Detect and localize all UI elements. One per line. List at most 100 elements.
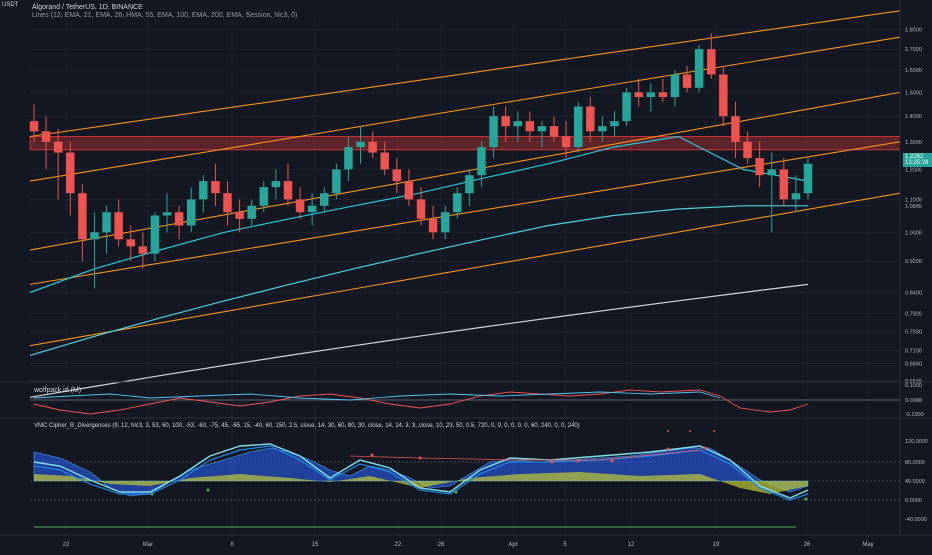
vmc-sell-dot: [550, 460, 554, 464]
vmc-extreme-dot: [713, 430, 715, 432]
time-tick-label: 15: [312, 542, 319, 548]
vmc-buy-dot: [206, 488, 210, 492]
candle-body: [694, 49, 704, 88]
price-tick-label: 1.6000: [905, 68, 922, 74]
vmc-tick-label: 80.0000: [905, 460, 925, 466]
candle-body: [90, 232, 99, 240]
candle-body: [416, 199, 426, 219]
candle-body: [658, 92, 668, 98]
candle-body: [320, 193, 329, 206]
price-tick-label: 1.3000: [905, 140, 922, 146]
candle-body: [646, 92, 656, 98]
price-tick-label: 1.4000: [905, 114, 922, 120]
price-tick-label: 1.1000: [905, 197, 922, 203]
price-tick-label: 1.7000: [905, 47, 922, 53]
price-tick-label: 1.5000: [905, 90, 922, 96]
wolfpack-tick-label: 0.0000: [905, 398, 922, 404]
vmc-tick-label: 40.0000: [905, 479, 925, 485]
wolfpack-pane-label[interactable]: wolfpack id (M): [34, 387, 82, 394]
time-tick-label: 22: [395, 542, 402, 548]
candle-body: [586, 106, 595, 132]
candle-body: [174, 212, 184, 226]
candle-body: [525, 121, 535, 132]
candle-body: [392, 169, 402, 182]
candle-body: [682, 74, 692, 88]
candle-body: [489, 116, 498, 148]
candle-body: [114, 212, 123, 240]
candle-body: [344, 147, 353, 170]
candle-body: [440, 212, 450, 233]
candle-body: [755, 158, 764, 176]
price-tick-label: 1.2000: [905, 167, 922, 173]
current-price-tag: 1.2262 13:25:28: [903, 153, 932, 167]
candle-body: [767, 169, 776, 176]
price-tick-label: 1.8000: [905, 27, 922, 33]
ema-200-line: [29, 283, 809, 398]
candle-body: [332, 169, 341, 194]
candle-body: [307, 205, 317, 213]
channel-4-line: [29, 141, 901, 285]
price-tick-label: 0.7500: [905, 330, 922, 336]
candle-body: [138, 246, 148, 254]
wolfpack-tick-label: 0.1000: [905, 383, 922, 389]
indicators-legend[interactable]: Lines (12, EMA, 21, EMA, 26, HMA, 55, EM…: [32, 12, 298, 19]
time-tick-label: 12: [628, 542, 635, 548]
candle-body: [404, 181, 414, 200]
price-tick-label: 0.8400: [905, 290, 922, 296]
candle-body: [150, 215, 160, 254]
candle-body: [513, 121, 522, 127]
vmc-yellow-area: [34, 472, 808, 494]
vmc-sell-dot: [703, 446, 707, 450]
channel-5-line: [29, 192, 901, 347]
price-tick-label: 0.6840: [905, 361, 922, 367]
candle-body: [707, 49, 716, 75]
symbol-title[interactable]: Algorand / TetherUS, 1D, BINANCE: [32, 4, 143, 11]
time-tick-label: Mar: [143, 542, 153, 548]
time-tick-label: 5: [563, 542, 567, 548]
candle-body: [453, 193, 462, 213]
candle-body: [199, 181, 208, 200]
candle-body: [78, 193, 87, 240]
vmc-pane-label[interactable]: VMC Cipher_B_Divergences (9, 12, hlc3, 3…: [34, 423, 580, 429]
candle-body: [622, 92, 631, 122]
time-tick-label: 26: [804, 542, 811, 548]
price-tick-label: 1.0800: [905, 204, 922, 210]
price-tick-label: 0.7100: [905, 349, 922, 355]
currency-label: USDT: [2, 2, 19, 8]
vmc-buy-dot: [454, 490, 458, 494]
price-tick-label: 0.9200: [905, 259, 922, 265]
candle-body: [537, 126, 547, 132]
candle-body: [731, 116, 740, 142]
candle-body: [66, 152, 75, 194]
candle-body: [670, 74, 680, 98]
channel-2-line: [29, 36, 901, 182]
candle-body: [211, 181, 220, 194]
candle-body: [247, 205, 256, 219]
candle-body: [610, 121, 619, 127]
wolfpack-tick-label: -0.1000: [905, 412, 924, 418]
candle-body: [41, 131, 51, 142]
candle-body: [561, 136, 571, 148]
vmc-sell-dot: [610, 459, 614, 463]
candle-body: [779, 169, 789, 200]
candle-body: [380, 152, 389, 170]
wolfpack-blue-line: [33, 391, 721, 401]
time-tick-label: 19: [713, 542, 720, 548]
vmc-sell-dot: [370, 453, 374, 457]
vmc-sell-dot: [418, 456, 422, 460]
vmc-extreme-dot: [689, 430, 691, 432]
candle-body: [465, 175, 474, 194]
candle-body: [549, 126, 559, 137]
time-tick-label: 22: [63, 542, 70, 548]
candle-body: [598, 126, 607, 132]
candle-body: [719, 74, 728, 117]
ema-fast-line: [29, 135, 809, 294]
candle-body: [634, 92, 643, 98]
candle-body: [126, 239, 135, 247]
time-tick-label: Apr: [508, 542, 517, 548]
candle-body: [259, 187, 269, 206]
candle-body: [235, 212, 244, 219]
